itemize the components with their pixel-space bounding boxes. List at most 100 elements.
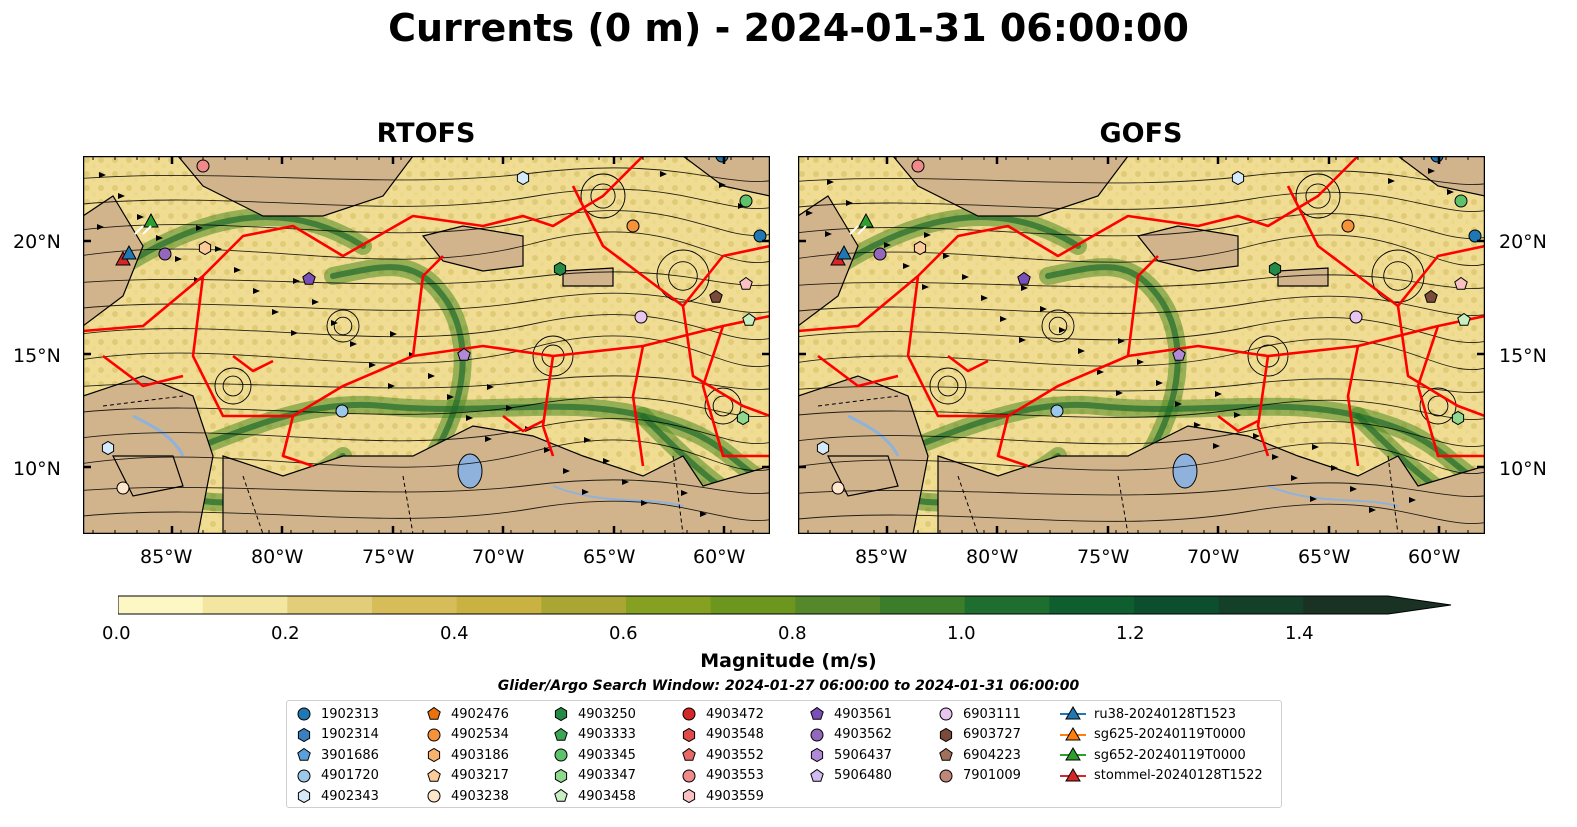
legend-item: 4903333 — [552, 725, 636, 745]
current-core — [120, 214, 366, 269]
eez-boundary — [1286, 185, 1486, 308]
streamline-arrow — [350, 341, 357, 347]
streamline — [787, 317, 1499, 343]
eddy-streamline — [214, 367, 252, 405]
eez-boundary — [1256, 355, 1270, 457]
argo-float-marker — [736, 410, 750, 426]
glider-track — [134, 225, 152, 235]
legend-item: 1902313 — [295, 704, 379, 724]
legend-item: 4903562 — [808, 725, 892, 745]
streamline-arrow — [582, 489, 589, 495]
panel-title-rtofs: RTOFS — [376, 118, 476, 149]
streamline — [787, 213, 1499, 239]
colorbar-segment — [287, 596, 373, 614]
legend-item: 1902314 — [295, 725, 379, 745]
eez-boundary — [102, 354, 184, 388]
legend-label: 4903561 — [834, 706, 892, 722]
legend-item: 4902534 — [425, 725, 509, 745]
streamline-arrow — [584, 437, 591, 443]
pentagon-marker-icon — [810, 706, 824, 720]
argo-float-marker — [626, 219, 640, 233]
colorbar-tick: 1.4 — [1285, 623, 1314, 644]
legend-label: 6904223 — [963, 747, 1021, 763]
triangle-line-marker-icon — [1060, 706, 1086, 720]
argo-float-marker — [1050, 404, 1064, 418]
pentagon-marker-icon — [427, 768, 441, 782]
legend-item: 4903238 — [425, 786, 509, 806]
streamline-arrow — [99, 172, 106, 178]
map-panel-rtofs — [72, 149, 784, 535]
legend-item: 4903345 — [552, 745, 636, 765]
streamline-arrow — [943, 253, 950, 259]
eez-boundary — [701, 325, 770, 458]
eddy-streamline — [656, 249, 710, 303]
eez-boundary — [571, 185, 771, 308]
streamline — [72, 292, 784, 313]
streamline-arrow — [506, 405, 513, 411]
streamline — [787, 378, 1499, 393]
pentagon-marker-icon — [939, 747, 953, 761]
legend-item: ru38-20240128T1523 — [1060, 704, 1236, 724]
country-border — [242, 475, 264, 535]
pentagon-marker-icon — [554, 727, 568, 741]
panel-title-gofs: GOFS — [1099, 118, 1183, 149]
streamline — [787, 503, 1499, 524]
argo-float-marker — [873, 247, 887, 261]
streamline-arrow — [487, 384, 494, 390]
streamline-arrow — [1369, 507, 1376, 513]
hexagon-marker-icon — [810, 747, 824, 763]
streamline-arrow — [622, 479, 629, 485]
legend-item: 4903472 — [680, 704, 764, 724]
argo-float-marker — [1172, 347, 1186, 361]
legend-item: 4901720 — [295, 766, 379, 786]
lon-tick-label: 85°W — [855, 546, 908, 568]
colorbar-tick: 1.0 — [947, 623, 976, 644]
legend-label: sg652-20240119T0000 — [1094, 747, 1246, 763]
streamline — [787, 274, 1499, 289]
colorbar-tick: 0.0 — [102, 623, 131, 644]
streamline-arrow — [1059, 327, 1066, 333]
legend-item: 4903559 — [680, 786, 764, 806]
pentagon-marker-icon — [554, 788, 568, 802]
legend-label: 5906437 — [834, 747, 892, 763]
argo-float-marker — [1268, 261, 1282, 277]
lon-tick-label: 65°W — [1298, 546, 1351, 568]
legend-item: 6903111 — [937, 704, 1021, 724]
streamline — [787, 338, 1499, 371]
streamline — [72, 271, 784, 286]
colorbar-segment — [372, 596, 458, 614]
streamline-arrow — [641, 500, 648, 506]
lake — [457, 453, 483, 489]
streamline-arrow — [962, 274, 969, 280]
hexagon-marker-icon — [554, 768, 568, 783]
hexagon-marker-icon — [427, 747, 441, 763]
lon-tick-label: 80°W — [251, 546, 304, 568]
argo-float-marker — [553, 261, 567, 277]
streamline-arrow — [175, 256, 182, 262]
streamline-arrow — [884, 242, 891, 248]
map-panel-gofs — [787, 149, 1499, 535]
colorbar-segment — [202, 596, 288, 614]
streamline-arrow — [981, 295, 988, 301]
streamline-arrow — [428, 373, 435, 379]
glider-track — [849, 225, 867, 235]
streamline-arrow — [1234, 412, 1241, 418]
legend-label: 4903238 — [451, 788, 509, 804]
legend-item: 4902476 — [425, 704, 509, 724]
land-mass — [1277, 267, 1329, 287]
lat-tick-label: 20°N — [13, 231, 61, 253]
streamline-arrow — [485, 436, 492, 442]
triangle-line-marker-icon — [1060, 726, 1086, 740]
streamline-arrow — [846, 200, 853, 206]
streamline-arrow — [544, 447, 551, 453]
legend-label: ru38-20240128T1523 — [1094, 706, 1237, 722]
legend-label: 4903347 — [578, 768, 636, 783]
eddy-streamline — [222, 375, 244, 397]
streamline-arrow — [97, 224, 104, 230]
streamline — [72, 396, 784, 417]
land-mass — [421, 225, 524, 272]
argo-float-marker — [1424, 289, 1438, 303]
legend-label: 4902534 — [451, 727, 509, 742]
streamline-arrow — [738, 203, 745, 209]
streamline — [72, 500, 784, 521]
